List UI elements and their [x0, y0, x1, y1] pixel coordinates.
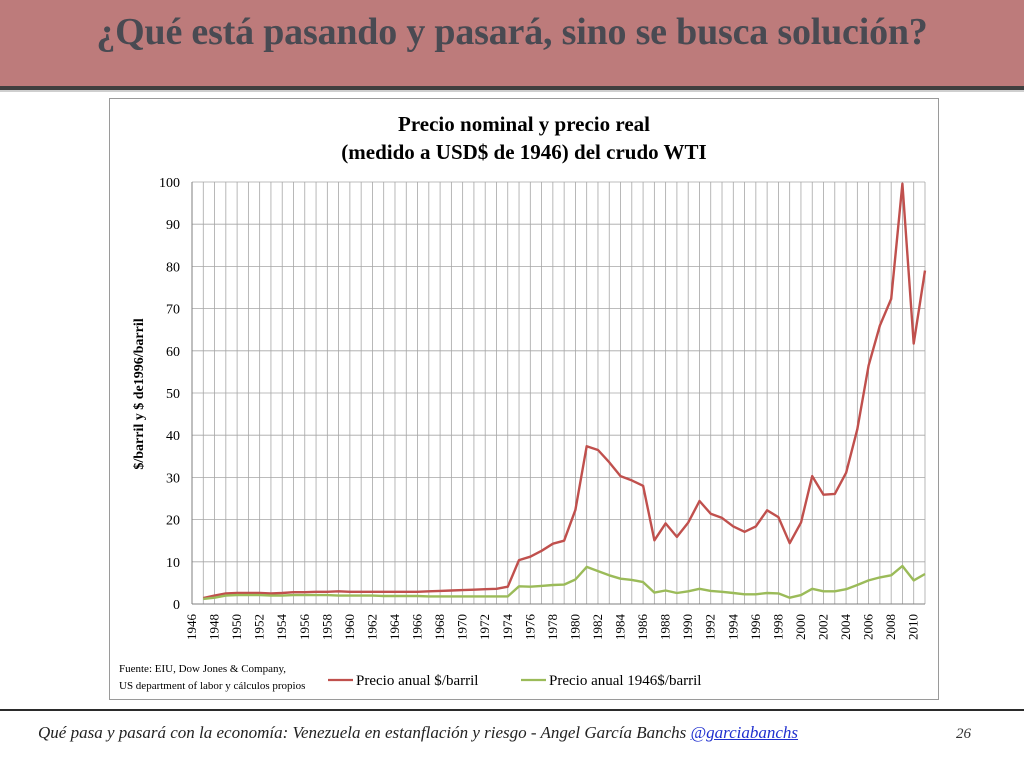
oil-price-chart: 0 10 20 30 40 50 60 70 80 90 100 1946 1948 1950 1952 19… — [119, 112, 927, 692]
x-tick-label: 1988 — [658, 614, 673, 640]
series-line-nominal — [203, 182, 927, 600]
x-tick-label: 1978 — [545, 614, 560, 640]
y-tick-label: 60 — [166, 345, 180, 360]
chart-legend: Precio anual $/barril Precio anual 1946$… — [328, 673, 701, 689]
legend-label-real: Precio anual 1946$/barril — [549, 673, 701, 689]
x-tick-label: 1954 — [274, 614, 289, 641]
axis-layer: 0 10 20 30 40 50 60 70 80 90 100 1946 1948 1950 1952 19… — [159, 176, 925, 640]
y-tick-label: 80 — [166, 260, 180, 275]
y-tick-label: 90 — [166, 218, 180, 233]
y-tick-label: 30 — [166, 471, 180, 486]
x-tick-label: 1994 — [725, 614, 740, 641]
x-tick-label: 1964 — [387, 614, 402, 641]
legend-label-nominal: Precio anual $/barril — [356, 673, 478, 689]
x-tick-label: 1950 — [229, 614, 244, 640]
x-tick-label: 1974 — [500, 614, 515, 641]
x-tick-label: 2006 — [861, 614, 876, 641]
x-tick-label: 2002 — [816, 614, 831, 640]
page-number: 26 — [956, 726, 971, 742]
chart-title-line2: (medido a USD$ de 1946) del crudo WTI — [341, 140, 706, 164]
header-divider — [0, 86, 1024, 90]
x-tick-label: 2004 — [838, 614, 853, 641]
source-note-line1: Fuente: EIU, Dow Jones & Company, — [119, 663, 286, 675]
x-tick-label: 1958 — [319, 614, 334, 640]
x-tick-label: 1984 — [613, 614, 628, 641]
chart-panel: 0 10 20 30 40 50 60 70 80 90 100 1946 1948 1950 1952 19… — [109, 98, 939, 700]
footer-text: Qué pasa y pasará con la economía: Venez… — [38, 723, 691, 742]
grid-layer — [191, 181, 926, 605]
source-note-line2: US department of labor y cálculos propio… — [119, 680, 305, 692]
series-layer — [203, 182, 927, 601]
y-tick-label: 0 — [173, 598, 180, 613]
x-tick-label: 1998 — [770, 614, 785, 640]
x-tick-label: 1966 — [410, 614, 425, 641]
footer-divider — [0, 709, 1024, 711]
x-tick-label: 1970 — [455, 614, 470, 640]
x-tick-label: 1968 — [432, 614, 447, 640]
y-tick-label: 70 — [166, 303, 180, 318]
slide-title: ¿Qué está pasando y pasará, sino se busc… — [96, 11, 928, 53]
x-tick-label: 1956 — [297, 614, 312, 641]
y-tick-label: 10 — [166, 556, 180, 571]
x-tick-label: 1946 — [184, 614, 199, 641]
y-tick-label: 50 — [166, 387, 180, 402]
twitter-handle-link[interactable]: @garciabanchs — [690, 723, 799, 742]
x-tick-label: 1976 — [522, 614, 537, 641]
x-tick-label: 1972 — [477, 614, 492, 640]
series-line-real — [203, 564, 926, 601]
x-tick-label: 1952 — [252, 614, 267, 640]
x-tick-label: 2000 — [793, 614, 808, 640]
x-tick-label: 1948 — [207, 614, 222, 640]
x-tick-label: 1960 — [342, 614, 357, 640]
y-tick-label: 100 — [159, 176, 180, 191]
slide-header — [0, 0, 1024, 86]
y-tick-label: 40 — [166, 429, 180, 444]
slide-footer: Qué pasa y pasará con la economía: Venez… — [38, 723, 798, 743]
y-axis-label: $/barril y $ de1996/barril — [132, 318, 147, 469]
x-tick-label: 2008 — [883, 614, 898, 640]
chart-title-line1: Precio nominal y precio real — [398, 112, 650, 136]
x-tick-label: 1996 — [748, 614, 763, 641]
x-tick-label: 1990 — [680, 614, 695, 640]
y-tick-label: 20 — [166, 514, 180, 529]
x-tick-label: 1962 — [364, 614, 379, 640]
header-divider-shadow — [0, 90, 1024, 92]
x-tick-label: 1980 — [567, 614, 582, 640]
x-tick-label: 2010 — [906, 614, 921, 640]
x-tick-label: 1992 — [703, 614, 718, 640]
x-tick-label: 1986 — [635, 614, 650, 641]
x-tick-label: 1982 — [590, 614, 605, 640]
